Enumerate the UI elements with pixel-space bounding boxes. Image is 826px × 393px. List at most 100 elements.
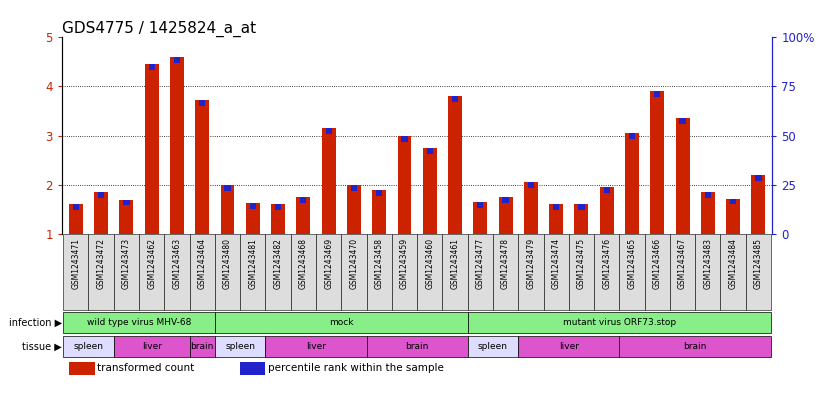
Bar xyxy=(448,96,462,234)
Bar xyxy=(64,336,114,357)
Bar xyxy=(625,133,639,234)
Bar xyxy=(701,192,714,234)
Bar xyxy=(654,92,661,97)
Text: GSM1243468: GSM1243468 xyxy=(299,238,308,289)
Bar xyxy=(746,234,771,310)
Bar xyxy=(123,200,130,206)
Bar xyxy=(240,362,265,375)
Bar xyxy=(392,234,417,310)
Bar xyxy=(695,234,720,310)
Text: mutant virus ORF73.stop: mutant virus ORF73.stop xyxy=(563,318,676,327)
Bar xyxy=(240,234,265,310)
Bar xyxy=(149,64,154,70)
Text: GSM1243462: GSM1243462 xyxy=(147,238,156,289)
Text: brain: brain xyxy=(191,342,214,351)
Bar xyxy=(468,336,518,357)
Bar xyxy=(265,234,291,310)
Bar xyxy=(575,204,588,234)
Bar xyxy=(215,336,265,357)
Bar xyxy=(316,234,341,310)
Bar xyxy=(544,234,569,310)
Bar xyxy=(225,185,230,191)
Text: GSM1243475: GSM1243475 xyxy=(577,238,586,289)
Bar xyxy=(493,234,518,310)
Bar xyxy=(271,204,285,234)
Text: liver: liver xyxy=(559,342,579,351)
Text: percentile rank within the sample: percentile rank within the sample xyxy=(268,363,444,373)
Text: spleen: spleen xyxy=(478,342,508,351)
Text: GSM1243466: GSM1243466 xyxy=(653,238,662,289)
Bar xyxy=(705,192,711,198)
Bar xyxy=(644,234,670,310)
Bar xyxy=(594,234,620,310)
Bar xyxy=(499,197,513,234)
Bar xyxy=(246,204,259,234)
Text: GSM1243471: GSM1243471 xyxy=(71,238,80,289)
Text: GSM1243480: GSM1243480 xyxy=(223,238,232,289)
Bar xyxy=(730,198,736,204)
Bar xyxy=(502,197,509,203)
Bar xyxy=(297,197,311,234)
Text: spleen: spleen xyxy=(225,342,255,351)
Bar xyxy=(680,118,686,124)
Bar xyxy=(600,187,614,234)
Text: GDS4775 / 1425824_a_at: GDS4775 / 1425824_a_at xyxy=(62,21,256,37)
Text: GSM1243472: GSM1243472 xyxy=(97,238,106,289)
Text: spleen: spleen xyxy=(74,342,103,351)
Bar xyxy=(321,128,335,234)
Text: liver: liver xyxy=(142,342,162,351)
Text: mock: mock xyxy=(329,318,354,327)
Bar xyxy=(64,234,88,310)
Bar xyxy=(215,234,240,310)
Bar xyxy=(720,234,746,310)
Bar xyxy=(629,133,635,139)
Bar xyxy=(518,234,544,310)
Text: wild type virus MHV-68: wild type virus MHV-68 xyxy=(87,318,192,327)
Bar xyxy=(397,136,411,234)
Bar xyxy=(726,198,740,234)
Bar xyxy=(120,200,133,234)
Text: brain: brain xyxy=(684,342,707,351)
Text: brain: brain xyxy=(406,342,429,351)
Text: GSM1243467: GSM1243467 xyxy=(678,238,687,289)
Bar xyxy=(620,234,644,310)
Bar xyxy=(524,182,538,234)
Bar xyxy=(139,234,164,310)
Text: GSM1243461: GSM1243461 xyxy=(450,238,459,289)
Bar xyxy=(528,182,534,188)
Bar xyxy=(347,185,361,234)
Bar xyxy=(88,234,114,310)
Bar xyxy=(752,175,766,234)
Bar xyxy=(518,336,620,357)
Bar xyxy=(427,148,433,154)
Bar xyxy=(190,336,215,357)
Text: GSM1243460: GSM1243460 xyxy=(425,238,434,289)
Bar xyxy=(325,128,332,134)
Text: GSM1243479: GSM1243479 xyxy=(526,238,535,289)
Bar xyxy=(553,204,559,210)
Text: GSM1243464: GSM1243464 xyxy=(197,238,206,289)
Text: GSM1243478: GSM1243478 xyxy=(501,238,510,289)
Bar xyxy=(114,234,139,310)
Bar xyxy=(64,312,215,333)
Bar xyxy=(73,204,79,210)
Bar xyxy=(443,234,468,310)
Text: GSM1243469: GSM1243469 xyxy=(324,238,333,289)
Bar xyxy=(265,336,367,357)
Bar xyxy=(190,234,215,310)
Text: GSM1243470: GSM1243470 xyxy=(349,238,358,289)
Text: GSM1243477: GSM1243477 xyxy=(476,238,485,289)
Text: GSM1243473: GSM1243473 xyxy=(122,238,131,289)
Text: GSM1243481: GSM1243481 xyxy=(249,238,258,288)
Bar xyxy=(373,190,387,234)
Bar xyxy=(351,185,357,191)
Text: GSM1243483: GSM1243483 xyxy=(704,238,712,289)
Bar xyxy=(452,96,458,102)
Text: infection ▶: infection ▶ xyxy=(8,318,62,327)
Bar xyxy=(199,100,206,106)
Bar xyxy=(249,204,256,209)
Bar xyxy=(367,234,392,310)
Text: GSM1243465: GSM1243465 xyxy=(628,238,637,289)
Bar xyxy=(367,336,468,357)
Bar xyxy=(477,202,483,208)
